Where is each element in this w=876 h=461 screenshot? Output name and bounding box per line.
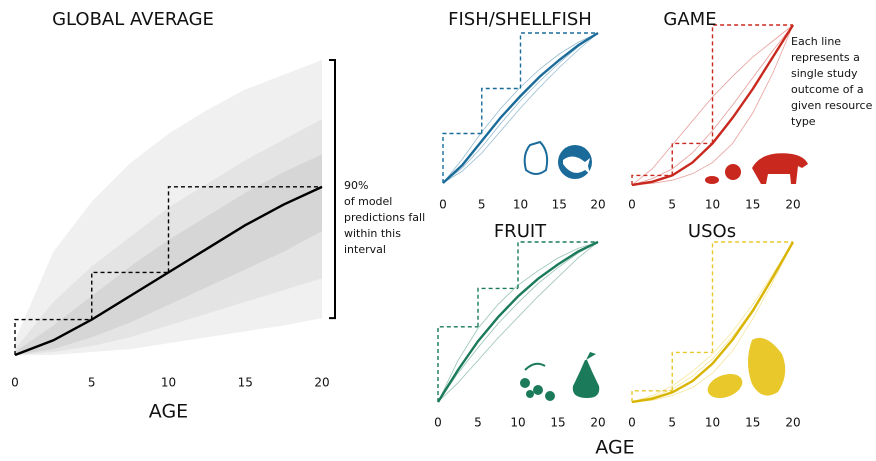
x-tick-label: 10	[161, 376, 176, 390]
x-tick-label: 15	[745, 416, 760, 430]
game-icons	[705, 153, 808, 184]
panel-title: FISH/SHELLFISH	[448, 9, 592, 30]
step-line	[631, 174, 673, 185]
annotation: predictions fall	[344, 211, 425, 224]
step-line	[442, 132, 482, 183]
step-line	[477, 287, 518, 327]
step-line	[14, 318, 92, 355]
x-tick-label: 0	[628, 416, 636, 430]
study-line	[437, 241, 599, 403]
panel-title: USOs	[688, 221, 736, 242]
x-tick-label: 20	[785, 416, 800, 430]
annotation: outcome of a	[791, 83, 864, 96]
x-tick-label: 5	[668, 198, 676, 212]
mean-line	[14, 185, 323, 357]
uso-icons	[707, 337, 786, 399]
x-tick-label: 20	[590, 416, 605, 430]
x-tick-label: 5	[474, 416, 482, 430]
step-line	[167, 186, 322, 273]
study-line	[631, 24, 794, 186]
x-tick-label: 5	[478, 198, 486, 212]
study-line	[437, 241, 599, 403]
study-line	[442, 32, 599, 184]
study-line	[442, 32, 599, 184]
annotation: represents a	[791, 51, 860, 64]
step-line	[711, 241, 793, 353]
annotation: single study	[791, 67, 858, 80]
mean-line	[436, 240, 599, 403]
annotation: within this	[344, 227, 401, 240]
shared-x-label: AGE	[595, 437, 634, 459]
panel: Each line represents a single study outcome…	[628, 9, 872, 212]
x-tick-label: 0	[628, 198, 636, 212]
annotation: 90%	[344, 179, 368, 192]
x-tick-label: 10	[510, 416, 525, 430]
panel-title: GLOBAL AVERAGE	[52, 9, 214, 30]
panel: USOs 0 5 10 15 20	[628, 221, 800, 430]
x-tick-label: 15	[745, 198, 760, 212]
panel: FISH/SHELLFISH 0 5 10 15 20	[439, 9, 605, 212]
fruit-icons	[520, 352, 600, 401]
annotation: type	[791, 115, 816, 128]
study-line	[631, 24, 794, 186]
x-tick-label: 15	[550, 416, 565, 430]
step-line	[437, 326, 478, 402]
step-line	[481, 87, 521, 134]
study-line	[631, 241, 794, 403]
panel-title: GAME	[663, 9, 716, 30]
step-line	[519, 32, 598, 89]
interval-bracket	[329, 59, 336, 320]
annotation: interval	[344, 243, 386, 256]
panel: FRUIT 0 5 10 15 20	[434, 221, 605, 430]
x-tick-label: 20	[590, 198, 605, 212]
x-tick-label: 10	[705, 198, 720, 212]
step-line	[671, 142, 713, 176]
x-tick-label: 5	[88, 376, 96, 390]
annotation: of model	[344, 195, 392, 208]
x-tick-label: 10	[705, 416, 720, 430]
mean-line	[631, 24, 795, 187]
panel-title: FRUIT	[494, 221, 547, 242]
x-tick-label: 0	[434, 416, 442, 430]
x-tick-label: 0	[439, 198, 447, 212]
panel: 90% of model predictions fall within this in…	[11, 9, 425, 423]
x-tick-label: 5	[668, 416, 676, 430]
x-tick-label: 10	[513, 198, 528, 212]
x-axis-label: AGE	[149, 401, 188, 423]
study-line	[631, 241, 794, 403]
x-tick-label: 15	[552, 198, 567, 212]
x-tick-label: 20	[314, 376, 329, 390]
annotation: Each line	[791, 35, 841, 48]
x-tick-label: 0	[11, 376, 19, 390]
step-line	[671, 351, 713, 391]
mean-line	[442, 31, 599, 184]
annotation: given resource	[791, 99, 873, 112]
fish-icons	[523, 140, 592, 179]
x-tick-label: 20	[785, 198, 800, 212]
mean-line	[631, 241, 795, 404]
step-line	[91, 271, 169, 320]
step-line	[517, 241, 598, 289]
x-tick-label: 15	[238, 376, 253, 390]
step-line	[631, 390, 673, 402]
